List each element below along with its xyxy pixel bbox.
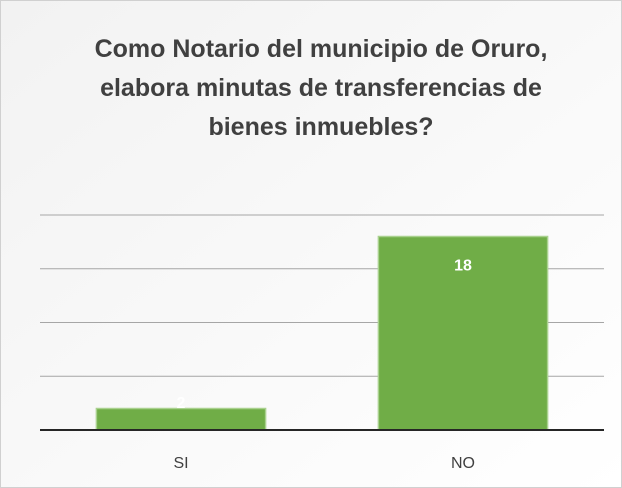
bar xyxy=(377,235,549,431)
chart-title: Como Notario del municipio de Oruro, ela… xyxy=(94,35,548,141)
data-label: 2 xyxy=(177,395,186,412)
x-tick-label: NO xyxy=(451,455,475,472)
data-label: 18 xyxy=(454,258,472,275)
x-tick-label: SI xyxy=(173,455,188,472)
